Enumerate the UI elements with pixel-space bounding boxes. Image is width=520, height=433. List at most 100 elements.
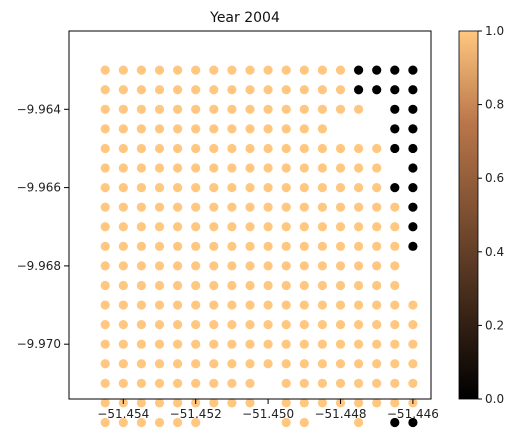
colorbar-tick-label: 1.0 (485, 24, 504, 38)
data-point (372, 222, 382, 232)
data-point (281, 124, 291, 134)
data-point (372, 320, 382, 330)
x-tick-label: −51.446 (387, 407, 439, 421)
data-point (154, 65, 165, 75)
data-point (173, 339, 183, 349)
data-point (281, 65, 291, 75)
data-point (100, 398, 110, 408)
data-point (245, 65, 255, 75)
data-point (173, 359, 183, 369)
data-point (245, 339, 255, 349)
data-point (281, 241, 291, 251)
data-point (191, 163, 201, 173)
data-point (227, 163, 237, 173)
data-point (299, 398, 309, 408)
data-point (154, 378, 165, 388)
data-point (263, 359, 273, 369)
data-point (299, 183, 309, 193)
data-point (227, 339, 237, 349)
data-point (227, 143, 237, 154)
data-point (390, 398, 400, 408)
data-point (408, 241, 418, 251)
data-point (317, 398, 327, 408)
data-point (281, 202, 291, 212)
data-point (118, 202, 128, 212)
data-point (245, 320, 255, 330)
data-point (100, 85, 110, 95)
data-point (191, 359, 201, 369)
data-point (372, 261, 382, 271)
data-point (299, 241, 309, 251)
data-point (100, 280, 110, 291)
data-point (136, 104, 146, 114)
data-point (245, 183, 255, 193)
data-point (281, 339, 291, 349)
data-point (100, 163, 110, 173)
y-tick-label: −9.970 (17, 337, 61, 351)
data-point (118, 300, 128, 310)
data-point (354, 104, 364, 114)
data-point (118, 417, 128, 428)
data-point (390, 222, 400, 232)
data-point (354, 378, 364, 388)
data-point (317, 163, 327, 173)
data-point (191, 222, 201, 232)
data-point (390, 280, 400, 291)
data-point (390, 241, 400, 251)
x-tick-label: −51.448 (314, 407, 366, 421)
data-point (209, 104, 219, 114)
data-point (281, 261, 291, 271)
data-point (227, 280, 237, 291)
colorbar-tick-label: 0.6 (485, 171, 504, 185)
data-point (191, 202, 201, 212)
x-tick-label: −51.454 (97, 407, 149, 421)
data-point (118, 378, 128, 388)
data-point (317, 300, 327, 310)
data-point (173, 65, 183, 75)
data-point (299, 104, 309, 114)
data-point (263, 183, 273, 193)
data-point (245, 222, 255, 232)
data-point (227, 241, 237, 251)
data-point (263, 104, 273, 114)
data-point (245, 163, 255, 173)
data-point (136, 359, 146, 369)
data-point (154, 85, 165, 95)
data-point (408, 163, 418, 173)
data-point (335, 202, 346, 212)
data-point (191, 183, 201, 193)
data-point (299, 65, 309, 75)
data-point (263, 202, 273, 212)
data-point (209, 378, 219, 388)
data-point (335, 280, 346, 291)
data-point (408, 202, 418, 212)
data-point (245, 300, 255, 310)
data-point (136, 65, 146, 75)
data-point (335, 339, 346, 349)
data-point (154, 417, 165, 428)
data-point (173, 261, 183, 271)
data-point (390, 65, 400, 75)
data-point (335, 300, 346, 310)
data-point (390, 143, 400, 154)
x-tick-label: −51.452 (170, 407, 222, 421)
data-point (390, 202, 400, 212)
data-point (281, 222, 291, 232)
data-point (335, 320, 346, 330)
data-point (372, 143, 382, 154)
data-point (317, 320, 327, 330)
data-point (390, 320, 400, 330)
data-point (245, 85, 255, 95)
data-point (118, 104, 128, 114)
data-point (209, 65, 219, 75)
data-point (245, 398, 255, 408)
data-point (173, 163, 183, 173)
data-point (118, 261, 128, 271)
data-point (354, 143, 364, 154)
data-point (173, 398, 183, 408)
data-point (335, 378, 346, 388)
data-point (372, 339, 382, 349)
data-point (173, 143, 183, 154)
data-point (390, 124, 400, 134)
data-point (209, 85, 219, 95)
